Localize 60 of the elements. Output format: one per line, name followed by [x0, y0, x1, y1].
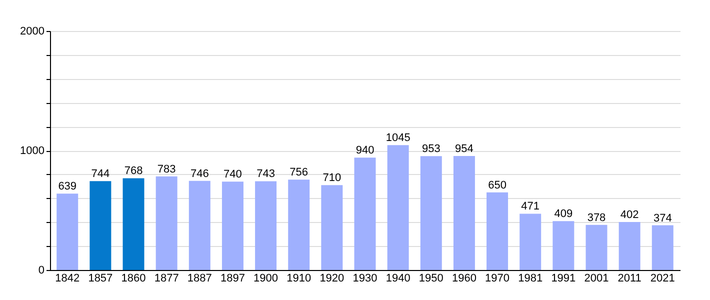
- data-label: 756: [290, 166, 308, 179]
- x-tick-label: 2021: [650, 272, 675, 284]
- x-tick-label: 2001: [584, 272, 609, 284]
- bar: [486, 192, 508, 270]
- data-label: 402: [620, 208, 639, 221]
- data-label: 378: [587, 212, 606, 224]
- bar: [387, 145, 409, 270]
- data-label: 940: [356, 144, 374, 157]
- x-tick-label: 1897: [220, 272, 245, 284]
- x-tick-label: 1970: [485, 272, 510, 284]
- bar: [354, 158, 376, 270]
- y-tick-label: 2000: [20, 26, 44, 38]
- data-label: 650: [488, 179, 506, 192]
- data-label: 783: [157, 163, 176, 176]
- bar: [586, 224, 608, 270]
- x-tick-label: 2011: [618, 272, 642, 284]
- bar: [453, 156, 475, 270]
- data-label: 471: [521, 200, 540, 213]
- data-label: 409: [554, 208, 573, 220]
- x-tick-label: 1877: [154, 272, 179, 284]
- data-label: 953: [422, 143, 440, 156]
- x-tick-label: 1960: [452, 272, 476, 284]
- bar: [56, 194, 78, 270]
- data-label: 746: [190, 168, 209, 180]
- x-tick-label: 1950: [418, 272, 444, 284]
- bar: [156, 176, 178, 270]
- data-label: 710: [322, 172, 342, 184]
- data-label: 744: [91, 168, 110, 180]
- x-tick-label: 1842: [55, 272, 80, 284]
- bar: [618, 222, 640, 270]
- x-tick-label: 1991: [551, 272, 576, 284]
- bar: [255, 181, 277, 270]
- data-label: 374: [653, 212, 672, 224]
- x-tick-label: 1940: [386, 272, 410, 284]
- x-tick-label: 1857: [88, 272, 113, 284]
- bar: [222, 182, 244, 270]
- x-tick-label: 1930: [352, 272, 378, 284]
- x-tick-label: 1981: [518, 272, 543, 284]
- x-tick-label: 1900: [254, 272, 278, 284]
- bar: [288, 180, 310, 270]
- data-label: 1045: [386, 132, 410, 144]
- bar: [552, 221, 574, 270]
- bar: [122, 178, 144, 270]
- bar: [321, 185, 343, 270]
- bar: [188, 180, 210, 270]
- data-label: 743: [256, 168, 275, 180]
- data-label: 639: [58, 180, 77, 193]
- y-tick-label: 1000: [20, 145, 44, 157]
- bar: [652, 225, 674, 270]
- bar: [90, 181, 112, 270]
- bar: [520, 214, 542, 270]
- x-tick-label: 1860: [121, 272, 146, 284]
- bar: [420, 156, 442, 270]
- x-tick-label: 1920: [320, 272, 344, 284]
- x-tick-label: 1887: [187, 272, 212, 284]
- data-label: 740: [224, 168, 242, 181]
- data-label: 768: [124, 165, 143, 178]
- x-tick-label: 1910: [286, 272, 312, 284]
- y-tick-label: 0: [38, 264, 44, 276]
- data-label: 954: [455, 142, 474, 155]
